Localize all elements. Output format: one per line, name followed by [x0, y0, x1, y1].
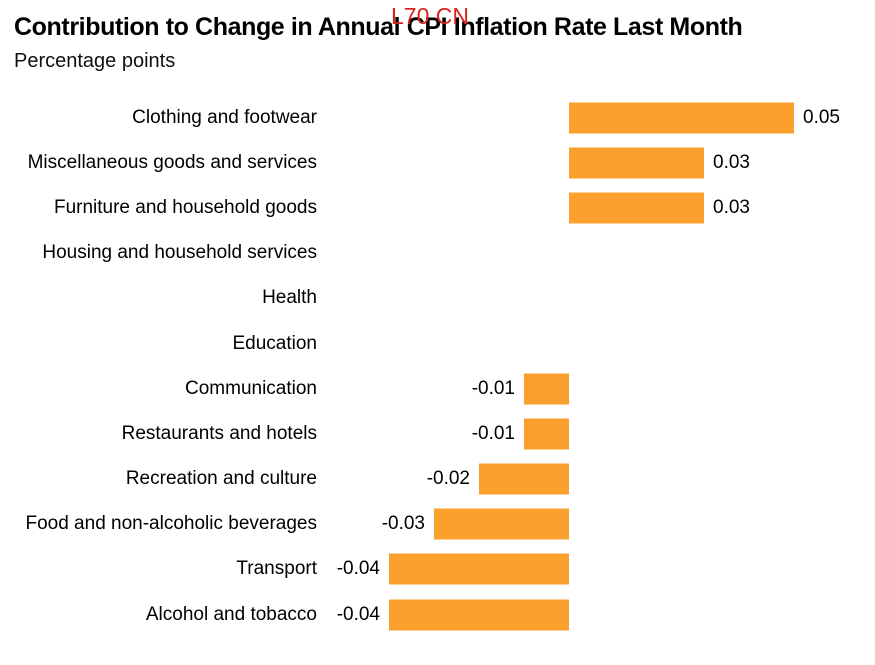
value-label: -0.03: [381, 513, 425, 535]
category-label: Education: [232, 332, 317, 354]
value-label: -0.04: [336, 603, 380, 625]
chart-row: Education: [0, 321, 875, 366]
bar: [569, 147, 704, 179]
bar: [524, 418, 569, 450]
value-label: 0.03: [713, 196, 750, 218]
category-label: Restaurants and hotels: [121, 422, 317, 444]
terminal-code-overlay: L70 CN: [391, 3, 469, 29]
chart-row: Housing and household services: [0, 231, 875, 276]
chart-row: Furniture and household goods 0.03: [0, 185, 875, 230]
bar: [524, 373, 569, 405]
category-label: Recreation and culture: [125, 468, 317, 490]
bar: [569, 192, 704, 224]
category-label: Housing and household services: [42, 242, 317, 264]
category-label: Miscellaneous goods and services: [27, 151, 317, 173]
chart-row: Communication -0.01: [0, 366, 875, 411]
chart-row: Clothing and footwear 0.05: [0, 95, 875, 140]
bar: [479, 463, 569, 495]
category-label: Food and non-alcoholic beverages: [25, 513, 317, 535]
bar: [389, 553, 569, 585]
category-label: Transport: [236, 558, 317, 580]
category-label: Alcohol and tobacco: [145, 603, 317, 625]
bar: [389, 599, 569, 631]
bar-chart: Clothing and footwear 0.05 Miscellaneous g…: [0, 95, 875, 637]
chart-title: Contribution to Change in Annual CPI Inf…: [14, 13, 743, 41]
category-label: Clothing and footwear: [132, 106, 317, 128]
chart-subtitle: Percentage points: [14, 50, 176, 72]
chart-row: Transport -0.04: [0, 547, 875, 592]
category-label: Communication: [185, 377, 317, 399]
chart-row: Miscellaneous goods and services 0.03: [0, 140, 875, 185]
category-label: Health: [262, 287, 317, 309]
value-label: -0.04: [336, 558, 380, 580]
value-label: -0.01: [471, 422, 515, 444]
chart-row: Restaurants and hotels -0.01: [0, 411, 875, 456]
bar: [569, 102, 794, 134]
category-label: Furniture and household goods: [53, 196, 317, 218]
value-label: -0.01: [471, 377, 515, 399]
value-label: 0.05: [803, 106, 840, 128]
chart-row: Alcohol and tobacco -0.04: [0, 592, 875, 637]
chart-row: Health: [0, 276, 875, 321]
chart-row: Food and non-alcoholic beverages -0.03: [0, 502, 875, 547]
value-label: 0.03: [713, 151, 750, 173]
chart-row: Recreation and culture -0.02: [0, 457, 875, 502]
value-label: -0.02: [426, 468, 470, 490]
bar: [434, 508, 569, 540]
